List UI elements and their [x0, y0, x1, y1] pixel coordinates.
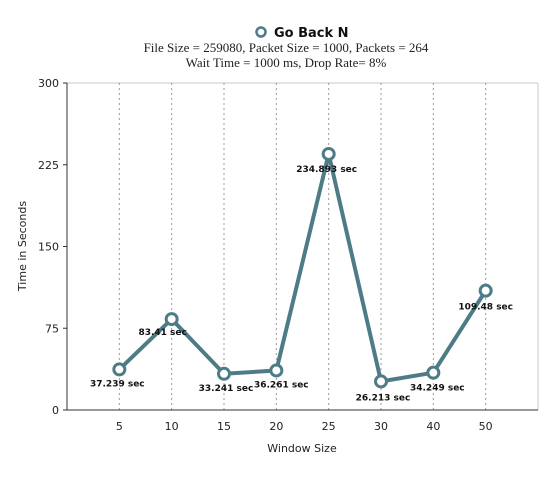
x-tick-label: 15 — [217, 420, 231, 433]
data-label: 109.48 sec — [458, 303, 513, 313]
subtitle-line-1: File Size = 259080, Packet Size = 1000, … — [144, 40, 429, 55]
legend: Go Back N — [255, 26, 349, 41]
data-point — [374, 374, 388, 389]
data-label: 83.41 sec — [138, 328, 186, 338]
data-label: 234.893 sec — [296, 165, 357, 175]
data-point — [321, 146, 336, 161]
data-point — [112, 362, 127, 377]
subtitle-line-2: Wait Time = 1000 ms, Drop Rate= 8% — [186, 55, 387, 70]
y-tick-label: 75 — [45, 322, 59, 335]
data-point — [269, 363, 284, 378]
data-label: 37.239 sec — [90, 379, 145, 389]
y-tick-label: 225 — [38, 159, 59, 172]
y-tick-label: 300 — [38, 77, 59, 90]
plot-area: 0 75 150 225 300 5 10 15 20 25 30 40 50 37.239 sec 83.… — [38, 77, 539, 433]
legend-label: Go Back N — [274, 26, 349, 41]
series-line — [117, 151, 488, 384]
x-axis-label: Window Size — [267, 442, 337, 455]
x-tick-label: 25 — [322, 420, 336, 433]
x-tick-label: 10 — [165, 420, 179, 433]
data-label: 33.241 sec — [199, 384, 254, 394]
x-tick-label: 5 — [116, 420, 123, 433]
data-point — [426, 365, 441, 380]
y-axis-label: Time in Seconds — [16, 201, 29, 292]
x-tick-label: 20 — [269, 420, 283, 433]
data-label: 34.249 sec — [410, 384, 465, 394]
data-label: 26.213 sec — [356, 393, 411, 403]
data-label: 36.261 sec — [254, 380, 309, 390]
data-point — [217, 366, 231, 381]
x-tick-label: 30 — [374, 420, 388, 433]
data-point — [478, 283, 493, 298]
data-point — [164, 312, 179, 327]
y-tick-label: 150 — [38, 241, 59, 254]
x-tick-label: 50 — [479, 420, 493, 433]
legend-marker — [255, 26, 267, 38]
y-tick-label: 0 — [52, 404, 59, 417]
x-tick-label: 40 — [426, 420, 440, 433]
